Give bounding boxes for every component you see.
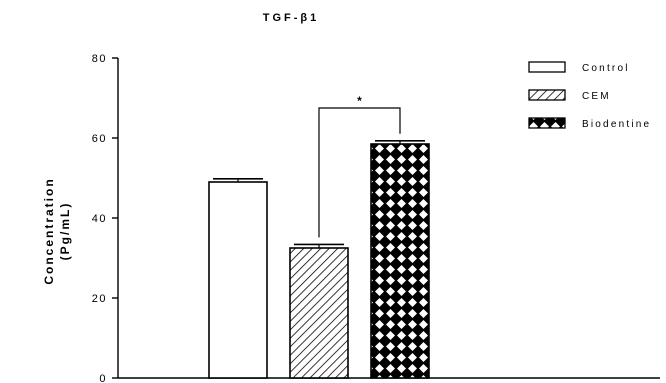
legend-label-cem: CEM — [582, 91, 611, 102]
error-bars — [213, 140, 425, 248]
legend: Control CEM Biodentine — [528, 61, 651, 130]
significance-label: * — [357, 94, 362, 108]
significance-bracket-line — [318, 107, 401, 238]
bar-control — [208, 181, 268, 379]
y-axis-title-line2: (Pg/mL) — [58, 202, 72, 261]
significance-bracket: * — [318, 94, 401, 238]
y-tick-label: 0 — [99, 373, 107, 383]
y-tick-label: 60 — [92, 133, 107, 145]
legend-swatch-cem — [528, 89, 566, 101]
y-tick-label: 40 — [92, 213, 107, 225]
legend-swatch-control — [528, 61, 566, 73]
legend-label-control: Control — [582, 63, 630, 74]
y-tick-label: 20 — [92, 293, 107, 305]
legend-swatch-biodentine — [528, 117, 566, 129]
legend-label-biodentine: Biodentine — [582, 119, 651, 130]
y-tick-label: 80 — [92, 53, 107, 65]
y-axis-ticks: 0 20 40 60 80 — [92, 53, 118, 383]
bars — [208, 143, 430, 379]
bar-biodentine — [370, 143, 430, 379]
bar-cem — [289, 247, 349, 379]
y-axis-title: Concentration (Pg/mL) — [42, 177, 72, 284]
y-axis-title-line1: Concentration — [42, 177, 56, 284]
chart-title: TGF-β1 — [263, 12, 320, 24]
